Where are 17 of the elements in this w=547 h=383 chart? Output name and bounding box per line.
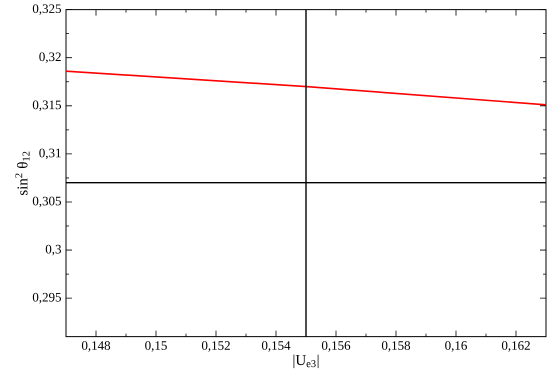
y-tick-label: 0,305	[32, 196, 61, 208]
x-tick-label: 0,152	[202, 341, 230, 352]
x-tick-label: 0,15	[145, 341, 167, 352]
y-tick-label: 0,315	[32, 100, 61, 112]
x-axis-title: |U$_{e3}$|	[294, 354, 318, 368]
x-tick-label: 0,158	[382, 341, 410, 352]
y-tick-label: 0,32	[39, 52, 61, 64]
y-axis-title: sin$^{2}$ θ$_{12}$	[15, 152, 30, 196]
y-tick-label: 0,325	[32, 4, 61, 16]
y-tick-label: 0,295	[32, 293, 61, 304]
x-tick-label: 0,156	[322, 341, 350, 352]
x-tick-label: 0,148	[82, 341, 110, 352]
x-tick-label: 0,154	[262, 341, 290, 352]
y-tick-label: 0,31	[39, 148, 61, 160]
x-tick-label: 0,16	[445, 341, 467, 352]
x-tick-label: 0,162	[502, 341, 530, 352]
y-tick-label: 0,3	[46, 244, 61, 256]
